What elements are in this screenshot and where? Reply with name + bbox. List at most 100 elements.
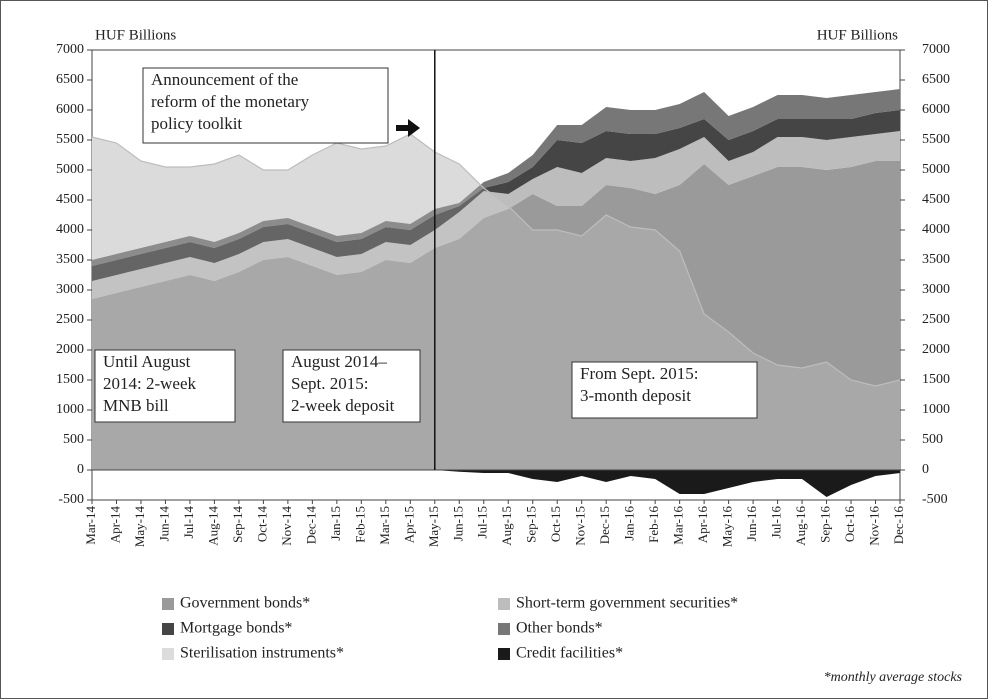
y-tick-label: 1000 <box>56 402 84 417</box>
x-tick-label: Apr-15 <box>401 506 416 543</box>
legend-label: Short-term government securities* <box>516 595 738 612</box>
annotation-text: August 2014– <box>291 352 387 371</box>
x-tick-label: Jun-14 <box>156 506 171 542</box>
y2-tick-label: 7000 <box>922 42 950 57</box>
y-tick-label: 7000 <box>56 42 84 57</box>
x-tick-label: Aug-15 <box>499 506 514 546</box>
x-tick-label: Sep-15 <box>524 506 539 543</box>
annotation-text: 2-week deposit <box>291 396 395 415</box>
y-axis-label: HUF Billions <box>95 27 176 43</box>
y2-tick-label: 4500 <box>922 192 950 207</box>
y2-tick-label: 6500 <box>922 72 950 87</box>
x-tick-label: Jun-15 <box>450 506 465 541</box>
y-tick-label: 3000 <box>56 282 84 297</box>
y2-tick-label: 1000 <box>922 402 950 417</box>
annotation-text: policy toolkit <box>151 114 242 133</box>
annotation-box <box>142 67 389 144</box>
y2-tick-label: 6000 <box>922 102 950 117</box>
legend-swatch <box>498 598 510 610</box>
stack-area <box>92 131 900 299</box>
x-tick-label: Mar-16 <box>671 506 686 545</box>
y-tick-label: 500 <box>63 432 84 447</box>
x-tick-label: May-15 <box>426 506 441 547</box>
legend-label: Credit facilities* <box>516 645 623 662</box>
y2-tick-label: 5500 <box>922 132 950 147</box>
x-tick-label: Oct-16 <box>842 506 857 543</box>
legend-swatch <box>162 623 174 635</box>
x-tick-label: Apr-14 <box>107 506 122 544</box>
x-tick-label: Oct-15 <box>548 506 563 542</box>
legend-swatch <box>162 598 174 610</box>
annotation-text: MNB bill <box>103 396 169 415</box>
x-tick-label: Jan-15 <box>328 506 343 541</box>
y-tick-label: 5500 <box>56 132 84 147</box>
y2-tick-label: 500 <box>922 432 943 447</box>
x-tick-label: Aug-16 <box>793 506 808 546</box>
footnote: *monthly average stocks <box>824 670 963 685</box>
x-tick-label: Aug-14 <box>205 506 220 546</box>
x-tick-label: Sep-16 <box>818 506 833 543</box>
y-tick-label: 5000 <box>56 162 84 177</box>
annotation-text: reform of the monetary <box>151 92 310 111</box>
legend-label: Sterilisation instruments* <box>180 645 344 662</box>
legend-swatch <box>162 648 174 660</box>
annotation-box <box>571 361 758 419</box>
y2-tick-label: 2500 <box>922 312 950 327</box>
overlay: -500 0 500 1000 1500 2000 2500 3000 3500 4000 4500… <box>56 42 950 547</box>
legend-label: Mortgage bonds* <box>180 620 292 637</box>
x-tick-label: Feb-16 <box>646 506 661 543</box>
x-tick-label: Dec-14 <box>303 506 318 545</box>
x-tick-label: Nov-14 <box>279 506 294 546</box>
y-tick-label: -500 <box>58 492 84 507</box>
y2-tick-label: 0 <box>922 462 929 477</box>
x-tick-label: Dec-16 <box>891 506 906 545</box>
x-tick-label: May-16 <box>720 506 735 548</box>
y2-tick-label: 4000 <box>922 222 950 237</box>
x-tick-label: Oct-14 <box>254 506 269 543</box>
stack-area <box>92 110 900 281</box>
x-tick-label: Jul-14 <box>181 506 196 539</box>
y-tick-label: 2000 <box>56 342 84 357</box>
y-tick-label: 2500 <box>56 312 84 327</box>
x-tick-label: Feb-15 <box>352 506 367 543</box>
annotation-text: 2014: 2-week <box>103 374 197 393</box>
annotation-text: Until August <box>103 352 191 371</box>
legend-label: Other bonds* <box>516 620 603 637</box>
y-tick-label: 4000 <box>56 222 84 237</box>
x-tick-label: Jul-16 <box>769 506 784 539</box>
y-tick-label: 6000 <box>56 102 84 117</box>
x-tick-label: Nov-16 <box>866 506 881 546</box>
y-tick-label: 0 <box>77 462 84 477</box>
legend-swatch <box>498 648 510 660</box>
x-tick-label: Apr-16 <box>695 506 710 544</box>
x-tick-label: May-14 <box>132 506 147 548</box>
annotation-text: Sept. 2015: <box>291 374 368 393</box>
x-tick-label: Mar-14 <box>83 506 98 545</box>
y-tick-label: 3500 <box>56 252 84 267</box>
x-tick-label: Jul-15 <box>475 506 490 539</box>
x-tick-label: Dec-15 <box>597 506 612 544</box>
annotation-box <box>282 349 421 423</box>
x-tick-label: Sep-14 <box>230 506 245 543</box>
x-tick-label: Jun-16 <box>744 506 759 542</box>
annotation-text: Announcement of the <box>151 70 298 89</box>
y2-tick-label: 2000 <box>922 342 950 357</box>
annotation-text: 3-month deposit <box>580 386 691 405</box>
y2-tick-label: 1500 <box>922 372 950 387</box>
arrow <box>396 119 420 137</box>
stack-area <box>92 89 900 266</box>
y-tick-label: 1500 <box>56 372 84 387</box>
y-tick-label: 4500 <box>56 192 84 207</box>
x-tick-label: Mar-15 <box>377 506 392 545</box>
y2-tick-label: 3000 <box>922 282 950 297</box>
annotation-text: From Sept. 2015: <box>580 364 699 383</box>
annotation-box <box>94 349 236 423</box>
y-tick-label: 6500 <box>56 72 84 87</box>
y2-tick-label: -500 <box>922 492 948 507</box>
credit-area <box>92 470 900 497</box>
legend-swatch <box>498 623 510 635</box>
x-tick-label: Jan-16 <box>622 506 637 541</box>
y2-tick-label: 5000 <box>922 162 950 177</box>
y2-axis-label: HUF Billions <box>817 27 898 43</box>
